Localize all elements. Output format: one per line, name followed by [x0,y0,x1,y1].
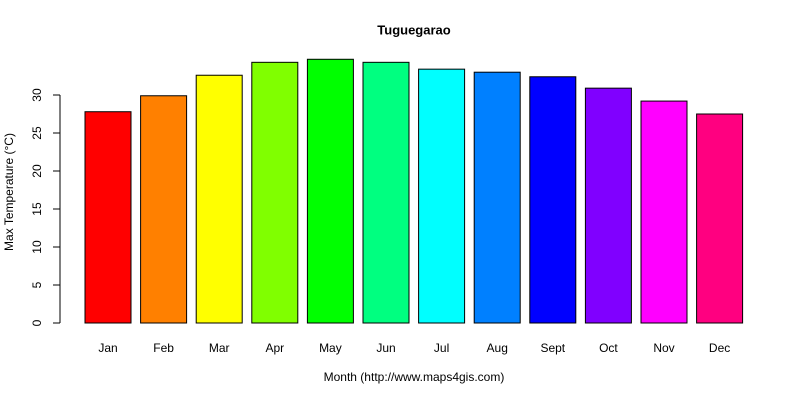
x-tick-label: Oct [599,341,618,355]
bar [362,61,410,324]
x-tick-label: Mar [209,341,230,355]
bar [418,68,466,324]
x-tick-label: May [319,341,342,355]
x-tick-label: Dec [709,341,730,355]
bar [84,111,132,324]
bar [696,113,744,324]
bar [306,58,354,324]
chart-title: Tuguegarao [377,22,450,37]
x-tick-label: Feb [153,341,174,355]
x-tick-label: Jan [98,341,117,355]
x-tick-label: Apr [265,341,284,355]
bar [473,71,521,324]
y-axis-label: Max Temperature (°C) [2,133,16,251]
y-tick-label: 30 [30,88,44,102]
y-tick-label: 15 [30,202,44,216]
y-tick-label: 0 [30,319,44,326]
x-tick-label: Jun [376,341,395,355]
x-axis-label: Month (http://www.maps4gis.com) [324,370,505,384]
bar [195,74,243,324]
bar [640,100,688,324]
x-tick-label: Nov [653,341,674,355]
x-tick-label: Sept [540,341,565,355]
y-tick-label: 10 [30,240,44,254]
x-tick-label: Aug [487,341,508,355]
y-tick-label: 20 [30,164,44,178]
bar [140,95,188,324]
bar [529,76,577,324]
x-tick-label: Jul [434,341,449,355]
bar [584,87,632,324]
y-tick-label: 5 [30,281,44,288]
y-tick-label: 25 [30,126,44,140]
bar [251,61,299,324]
